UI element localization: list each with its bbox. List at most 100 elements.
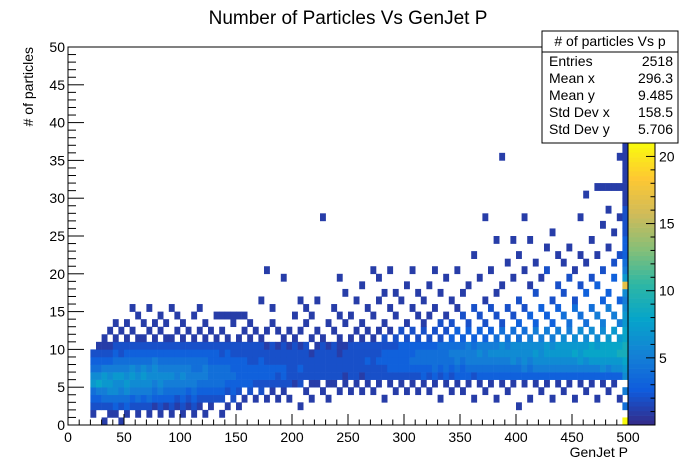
heatmap-cell — [510, 356, 517, 365]
heatmap-cell — [482, 296, 489, 305]
heatmap-cell — [107, 341, 114, 350]
heatmap-cell — [594, 364, 601, 373]
heatmap-cell — [348, 334, 354, 343]
heatmap-cell — [163, 364, 170, 373]
heatmap-cell — [588, 273, 595, 282]
heatmap-cell — [493, 349, 500, 358]
heatmap-cell — [157, 311, 164, 320]
heatmap-cell — [101, 356, 108, 365]
heatmap-cell — [622, 273, 629, 282]
heatmap-cell — [381, 341, 388, 350]
heatmap-cell — [219, 326, 226, 335]
heatmap-cell — [544, 341, 550, 350]
stats-label-std-dev-y: Std Dev y — [549, 121, 610, 137]
heatmap-cell — [577, 341, 584, 350]
heatmap-cell — [594, 334, 601, 343]
heatmap-cell — [521, 266, 528, 275]
heatmap-cell — [258, 341, 265, 350]
palette-swatch — [628, 269, 655, 275]
heatmap-cell — [471, 349, 478, 358]
heatmap-cell — [398, 364, 405, 373]
heatmap-cell — [476, 349, 483, 358]
heatmap-cell — [320, 341, 326, 350]
heatmap-cell — [443, 311, 450, 320]
palette-swatch — [628, 373, 655, 379]
heatmap-cell — [258, 296, 265, 305]
heatmap-cell — [465, 356, 472, 365]
heatmap-cell — [409, 304, 416, 312]
heatmap-cell — [504, 258, 511, 267]
heatmap-cell — [208, 387, 214, 396]
heatmap-cell — [572, 356, 578, 365]
heatmap-cell — [112, 379, 119, 388]
heatmap-cell — [196, 356, 203, 365]
heatmap-cell — [336, 311, 343, 320]
heatmap-cell — [230, 364, 237, 373]
heatmap-cell — [146, 379, 153, 388]
heatmap-cell — [124, 387, 130, 396]
palette-swatch — [628, 147, 655, 153]
palette-swatch — [628, 222, 655, 228]
heatmap-cell — [241, 349, 248, 358]
heatmap-cell — [443, 372, 450, 380]
heatmap-cell — [269, 379, 276, 388]
heatmap-cell — [600, 341, 606, 350]
heatmap-cell — [185, 349, 192, 358]
heatmap-cell — [600, 364, 606, 373]
heatmap-cell — [314, 326, 321, 335]
heatmap-cell — [622, 213, 629, 222]
heatmap-cell — [146, 326, 153, 335]
heatmap-cell — [112, 319, 119, 328]
palette-swatch — [628, 284, 655, 289]
heatmap-cell — [96, 364, 102, 373]
heatmap-cell — [622, 175, 629, 184]
heatmap-cell — [135, 356, 142, 365]
heatmap-cell — [532, 288, 539, 297]
heatmap-cell — [325, 372, 332, 380]
heatmap-cell — [314, 379, 321, 388]
heatmap-cell — [611, 341, 618, 350]
heatmap-cell — [572, 304, 578, 312]
heatmap-cell — [101, 372, 108, 380]
heatmap-cell — [208, 372, 214, 380]
heatmap-cell — [521, 349, 528, 358]
heatmap-cell — [135, 402, 142, 411]
heatmap-cell — [140, 319, 147, 328]
heatmap-cell — [504, 349, 511, 358]
heatmap-cell — [180, 349, 186, 358]
heatmap-cell — [566, 341, 573, 350]
heatmap-cell — [398, 326, 405, 335]
heatmap-cell — [213, 356, 220, 365]
heatmap-cell — [308, 334, 315, 343]
heatmap-cell — [448, 296, 455, 305]
heatmap-cell — [342, 349, 349, 358]
heatmap-cell — [180, 356, 186, 365]
heatmap-cell — [168, 394, 175, 403]
heatmap-cell — [392, 372, 399, 380]
heatmap-cell — [437, 341, 444, 350]
heatmap-cell — [499, 356, 506, 365]
palette-swatch — [628, 420, 655, 426]
heatmap-cell — [521, 304, 528, 312]
heatmap-cell — [180, 387, 186, 396]
heatmap-cell — [387, 356, 394, 365]
heatmap-cell — [521, 364, 528, 373]
heatmap-cell — [611, 311, 618, 320]
heatmap-cell — [196, 379, 203, 388]
heatmap-cell — [611, 349, 618, 358]
heatmap-cell — [432, 304, 438, 312]
heatmap-cell — [163, 341, 170, 350]
heatmap-cell — [157, 379, 164, 388]
heatmap-cell — [583, 356, 590, 365]
heatmap-cell — [471, 356, 478, 365]
heatmap-cell — [286, 364, 293, 373]
heatmap-cell — [90, 356, 97, 365]
heatmap-cell — [213, 311, 220, 320]
heatmap-cell — [275, 364, 282, 373]
heatmap-cell — [101, 417, 108, 426]
heatmap-cell — [152, 372, 158, 380]
palette-swatch — [628, 251, 655, 257]
heatmap-cell — [286, 356, 293, 365]
heatmap-cell — [157, 364, 164, 373]
heatmap-cell — [275, 349, 282, 358]
